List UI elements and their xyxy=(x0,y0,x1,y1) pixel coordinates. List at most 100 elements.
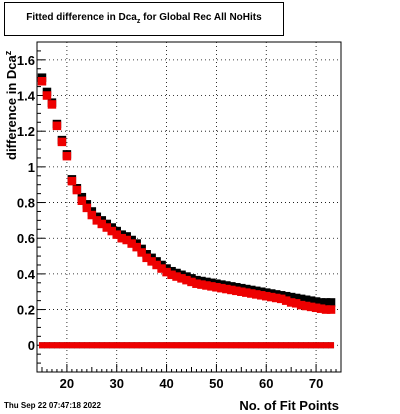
chart-title-sub: z xyxy=(136,18,141,25)
zero-line-point xyxy=(308,342,315,349)
zero-line-point xyxy=(293,342,300,349)
zero-line-point xyxy=(243,342,250,349)
zero-line-point xyxy=(108,342,115,349)
data-point xyxy=(117,233,126,243)
data-point xyxy=(72,185,82,195)
y-tick-label: 1.2 xyxy=(17,124,35,139)
data-point xyxy=(67,176,77,186)
data-point xyxy=(92,216,102,225)
zero-line-point xyxy=(143,342,150,349)
zero-line-point xyxy=(248,342,255,349)
zero-line-point xyxy=(113,342,120,349)
data-point xyxy=(142,253,151,263)
data-point xyxy=(291,293,301,303)
zero-line-point xyxy=(138,342,145,349)
y-axis-label-group: difference in Dcaz xyxy=(3,50,19,160)
data-point xyxy=(82,203,92,213)
zero-line-point xyxy=(228,342,235,349)
data-point xyxy=(217,283,226,293)
y-tick-label: 0.8 xyxy=(17,196,35,211)
y-axis-label-sub: z xyxy=(3,50,13,55)
zero-line-point xyxy=(258,342,265,349)
chart-title: Fitted difference in Dcaz for Global Rec… xyxy=(5,12,283,25)
data-markers xyxy=(37,73,336,349)
chart-title-rest: for Global Rec All NoHits xyxy=(140,12,262,23)
zero-line-point xyxy=(133,342,140,349)
data-point xyxy=(52,121,62,131)
data-point xyxy=(107,226,117,236)
y-axis-label: difference in Dcaz xyxy=(3,50,19,160)
y-tick-label: 0.4 xyxy=(17,267,36,282)
y-tick-label: 0.2 xyxy=(17,303,35,318)
zero-line-point xyxy=(263,342,270,349)
zero-line-point xyxy=(208,342,215,349)
zero-line-point xyxy=(63,342,70,349)
zero-line-point xyxy=(163,342,170,349)
data-point xyxy=(276,294,286,304)
data-point xyxy=(127,239,136,248)
zero-line-point xyxy=(233,342,240,349)
zero-line-point xyxy=(198,342,205,349)
zero-line-point xyxy=(188,342,195,349)
data-point xyxy=(112,230,121,239)
y-tick-label: 1 xyxy=(28,160,35,175)
data-point xyxy=(202,281,211,290)
data-point xyxy=(301,301,311,311)
zero-line-point xyxy=(158,342,165,349)
zero-line-point xyxy=(193,342,200,349)
data-point xyxy=(316,298,326,307)
data-point xyxy=(301,295,311,305)
data-point xyxy=(207,282,216,291)
zero-line-point xyxy=(78,342,85,349)
data-point xyxy=(286,292,296,302)
zero-line-point xyxy=(128,342,135,349)
data-point xyxy=(266,292,276,302)
data-point xyxy=(306,302,316,312)
zero-line-point xyxy=(203,342,210,349)
data-point xyxy=(326,298,336,307)
y-axis-label-main: difference in Dca xyxy=(4,54,19,160)
zero-line-point xyxy=(318,342,325,349)
data-point xyxy=(232,286,241,296)
x-axis-label: No. of Fit Points xyxy=(239,398,339,413)
data-point xyxy=(296,300,306,310)
data-point xyxy=(237,287,246,296)
data-point xyxy=(57,137,67,147)
zero-line-point xyxy=(238,342,245,349)
zero-line-point xyxy=(278,342,285,349)
zero-line-point xyxy=(313,342,320,349)
timestamp: Thu Sep 22 07:47:18 2022 xyxy=(4,401,101,410)
zero-line-point xyxy=(273,342,280,349)
data-point xyxy=(177,274,186,283)
y-tick-label: 1.6 xyxy=(17,53,35,68)
x-tick-label: 50 xyxy=(209,376,223,391)
zero-line-point xyxy=(148,342,155,349)
data-point xyxy=(172,272,181,281)
zero-line-point xyxy=(328,342,335,349)
zero-line-point xyxy=(168,342,175,349)
zero-line-point xyxy=(288,342,295,349)
data-point xyxy=(212,283,221,292)
data-point xyxy=(242,288,251,297)
data-point xyxy=(182,275,191,285)
data-point xyxy=(102,223,112,232)
data-point xyxy=(326,305,336,314)
zero-line-point xyxy=(93,342,100,349)
data-point xyxy=(252,290,261,299)
zero-line-point xyxy=(48,342,55,349)
zero-line-point xyxy=(303,342,310,349)
data-point xyxy=(311,303,321,313)
x-tick-label: 30 xyxy=(110,376,124,391)
zero-line-point xyxy=(118,342,125,349)
zero-line-point xyxy=(73,342,80,349)
zero-line-point xyxy=(153,342,160,349)
data-point xyxy=(137,248,146,257)
data-point xyxy=(197,280,206,289)
data-point xyxy=(132,242,141,252)
data-point xyxy=(122,235,131,245)
zero-line-point xyxy=(83,342,90,349)
data-point xyxy=(281,296,291,305)
data-point xyxy=(157,264,166,273)
zero-line-point xyxy=(88,342,95,349)
